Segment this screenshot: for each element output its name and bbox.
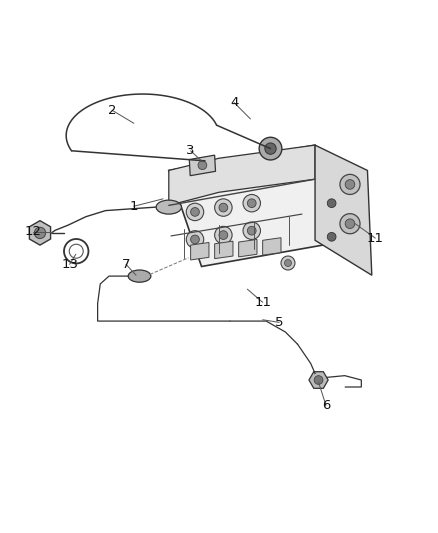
Circle shape xyxy=(191,235,199,244)
Polygon shape xyxy=(239,239,257,257)
Circle shape xyxy=(314,376,323,384)
Circle shape xyxy=(198,161,207,169)
Circle shape xyxy=(186,231,204,248)
Circle shape xyxy=(345,219,355,229)
Polygon shape xyxy=(315,145,372,275)
Ellipse shape xyxy=(156,200,181,214)
Circle shape xyxy=(285,260,291,266)
Text: 2: 2 xyxy=(108,104,116,117)
Circle shape xyxy=(34,227,46,239)
Text: 11: 11 xyxy=(254,296,271,309)
Circle shape xyxy=(219,203,228,212)
Circle shape xyxy=(247,227,256,235)
Text: 6: 6 xyxy=(322,399,330,412)
Text: 4: 4 xyxy=(230,96,238,109)
Circle shape xyxy=(340,214,360,234)
Text: 5: 5 xyxy=(275,316,283,329)
Polygon shape xyxy=(263,238,281,255)
Circle shape xyxy=(243,222,261,239)
Circle shape xyxy=(340,174,360,195)
Text: 1: 1 xyxy=(130,200,138,213)
Circle shape xyxy=(186,203,204,221)
Polygon shape xyxy=(309,372,328,389)
Polygon shape xyxy=(169,145,350,266)
Ellipse shape xyxy=(128,270,151,282)
Text: 11: 11 xyxy=(367,232,384,245)
Polygon shape xyxy=(29,221,50,245)
Circle shape xyxy=(345,180,355,189)
Polygon shape xyxy=(215,241,233,259)
Circle shape xyxy=(327,232,336,241)
Circle shape xyxy=(247,199,256,207)
Circle shape xyxy=(265,143,276,154)
Circle shape xyxy=(259,138,282,160)
Text: 13: 13 xyxy=(61,258,78,271)
Circle shape xyxy=(281,256,295,270)
Circle shape xyxy=(215,227,232,244)
Circle shape xyxy=(219,231,228,239)
Polygon shape xyxy=(189,155,215,176)
Text: 12: 12 xyxy=(25,225,42,238)
Polygon shape xyxy=(169,145,315,205)
Circle shape xyxy=(191,207,199,216)
Text: 7: 7 xyxy=(122,258,130,271)
Circle shape xyxy=(327,199,336,207)
Polygon shape xyxy=(191,243,209,260)
Text: 3: 3 xyxy=(187,144,195,157)
Circle shape xyxy=(243,195,261,212)
Circle shape xyxy=(215,199,232,216)
